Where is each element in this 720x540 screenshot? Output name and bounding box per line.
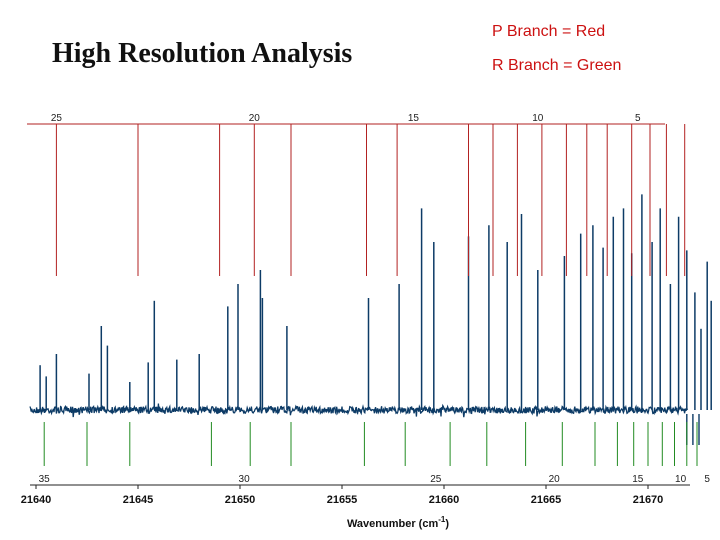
- r-branch-label-1: 30: [239, 474, 251, 485]
- legend-p-branch: P Branch = Red: [492, 23, 606, 40]
- x-axis-title-end: ): [445, 518, 449, 530]
- x-axis-title-sup: -1: [438, 515, 446, 524]
- x-axis-tick-label-2: 21650: [225, 494, 256, 506]
- slide-title: High Resolution Analysis: [52, 38, 353, 69]
- spectrum-noise-trace: [29, 403, 689, 418]
- r-branch-label-0: 35: [39, 474, 51, 485]
- x-axis-title-text: Wavenumber (cm: [347, 518, 439, 530]
- x-axis-title: Wavenumber (cm-1): [347, 515, 449, 530]
- r-branch-label-5: 10: [675, 474, 687, 485]
- p-branch-label-3: 10: [532, 113, 544, 124]
- x-axis-tick-label-6: 21670: [633, 494, 664, 506]
- p-branch-label-4: 5: [635, 113, 641, 124]
- x-axis-tick-label-0: 21640: [21, 494, 52, 506]
- r-branch-label-6: 5: [704, 474, 710, 485]
- spectrum-trace-group: [29, 194, 712, 445]
- x-axis-tick-label-1: 21645: [123, 494, 154, 506]
- p-branch-label-0: 25: [51, 113, 63, 124]
- p-branch-label-2: 15: [408, 113, 420, 124]
- r-branch-label-2: 25: [430, 474, 442, 485]
- p-branch-group: 25 20 15 10 5: [27, 113, 686, 276]
- r-branch-label-4: 15: [632, 474, 644, 485]
- x-axis-tick-label-4: 21660: [429, 494, 460, 506]
- x-axis-tick-label-3: 21655: [327, 494, 358, 506]
- r-branch-group: 35 30 25 20 15 10 5: [39, 422, 710, 485]
- r-branch-label-3: 20: [549, 474, 561, 485]
- x-axis-tick-label-5: 21665: [531, 494, 562, 506]
- legend-r-branch: R Branch = Green: [492, 57, 622, 74]
- p-branch-label-1: 20: [249, 113, 261, 124]
- x-axis-group: 21640 21645 21650 21655 21660 21665 21670: [21, 484, 690, 506]
